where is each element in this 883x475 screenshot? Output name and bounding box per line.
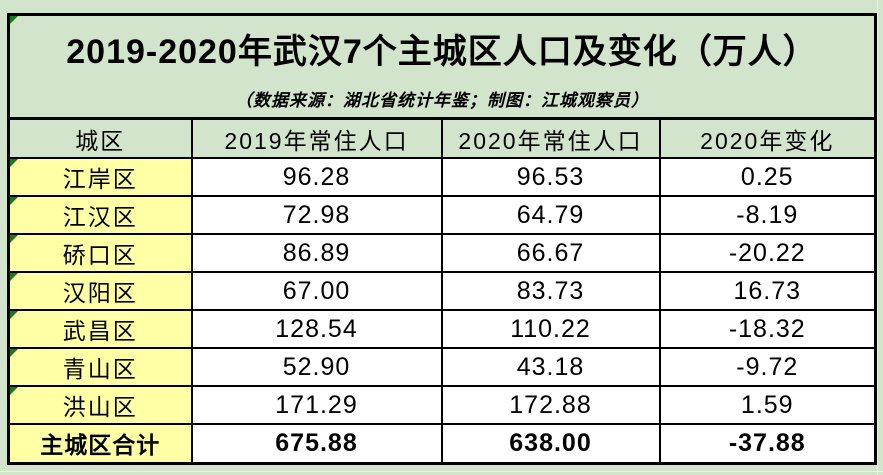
pop-2020-cell: 96.53: [440, 157, 661, 197]
district-label: 硚口区: [62, 242, 138, 268]
total-pop-2020-cell: 638.00: [440, 423, 661, 464]
district-cell: 青山区: [7, 347, 193, 387]
change-cell: -9.72: [658, 347, 877, 387]
table-row: 硚口区 86.89 66.67 -20.22: [7, 233, 877, 273]
district-cell: 洪山区: [7, 385, 193, 425]
header-change-2020: 2020年变化: [658, 117, 877, 159]
table-row: 江汉区 72.98 64.79 -8.19: [7, 195, 877, 235]
cell-note-triangle-icon: [10, 274, 18, 281]
population-table: 2019-2020年武汉7个主城区人口及变化（万人） （数据来源：湖北省统计年鉴…: [7, 13, 878, 465]
cell-note-triangle-icon: [10, 388, 18, 395]
district-cell: 江汉区: [7, 195, 193, 235]
district-cell: 汉阳区: [7, 271, 193, 311]
table-row: 武昌区 128.54 110.22 -18.32: [7, 309, 877, 349]
table-total-row: 主城区合计 675.88 638.00 -37.88: [7, 423, 877, 464]
district-label: 青山区: [62, 356, 138, 382]
page-subtitle: （数据来源：湖北省统计年鉴；制图：江城观察员）: [235, 91, 649, 110]
cell-note-triangle-icon: [10, 160, 18, 167]
table-row: 汉阳区 67.00 83.73 16.73: [7, 271, 877, 311]
pop-2020-cell: 43.18: [440, 347, 661, 387]
total-label-cell: 主城区合计: [7, 423, 193, 464]
cell-note-triangle-icon: [10, 198, 18, 205]
table-row: 青山区 52.90 43.18 -9.72: [7, 347, 877, 387]
cell-note-triangle-icon: [10, 312, 18, 319]
pop-2019-cell: 67.00: [190, 271, 443, 311]
pop-2019-cell: 52.90: [190, 347, 443, 387]
title-row: 2019-2020年武汉7个主城区人口及变化（万人） （数据来源：湖北省统计年鉴…: [7, 13, 877, 120]
header-pop-2020: 2020年常住人口: [440, 117, 661, 159]
change-cell: 0.25: [658, 157, 877, 197]
margin-gridline-vertical: [877, 0, 878, 475]
pop-2019-cell: 86.89: [190, 233, 443, 273]
district-label: 汉阳区: [62, 280, 138, 306]
change-cell: -18.32: [658, 309, 877, 349]
page-title: 2019-2020年武汉7个主城区人口及变化（万人）: [66, 33, 818, 71]
change-cell: 16.73: [658, 271, 877, 311]
pop-2019-cell: 96.28: [190, 157, 443, 197]
district-cell: 江岸区: [7, 157, 193, 197]
pop-2020-cell: 64.79: [440, 195, 661, 235]
district-label: 武昌区: [62, 318, 138, 344]
pop-2019-cell: 72.98: [190, 195, 443, 235]
pop-2019-cell: 128.54: [190, 309, 443, 349]
change-cell: -20.22: [658, 233, 877, 273]
table-header-row: 城区 2019年常住人口 2020年常住人口 2020年变化: [7, 117, 877, 159]
district-label: 江岸区: [62, 166, 138, 192]
change-cell: -8.19: [658, 195, 877, 235]
pop-2020-cell: 66.67: [440, 233, 661, 273]
header-district: 城区: [7, 117, 193, 159]
pop-2020-cell: 83.73: [440, 271, 661, 311]
change-cell: 1.59: [658, 385, 877, 425]
district-cell: 武昌区: [7, 309, 193, 349]
district-label: 江汉区: [62, 204, 138, 230]
pop-2019-cell: 171.29: [190, 385, 443, 425]
district-label: 洪山区: [62, 394, 138, 420]
pop-2020-cell: 172.88: [440, 385, 661, 425]
pop-2020-cell: 110.22: [440, 309, 661, 349]
total-pop-2019-cell: 675.88: [190, 423, 443, 464]
cell-note-triangle-icon: [10, 16, 18, 24]
table-row: 江岸区 96.28 96.53 0.25: [7, 157, 877, 197]
cell-note-triangle-icon: [10, 236, 18, 243]
title-cell: 2019-2020年武汉7个主城区人口及变化（万人） （数据来源：湖北省统计年鉴…: [7, 13, 877, 120]
district-cell: 硚口区: [7, 233, 193, 273]
margin-gridline-horizontal: [0, 471, 883, 472]
table-row: 洪山区 171.29 172.88 1.59: [7, 385, 877, 425]
cell-note-triangle-icon: [10, 350, 18, 357]
header-pop-2019: 2019年常住人口: [190, 117, 443, 159]
total-change-cell: -37.88: [658, 423, 877, 464]
